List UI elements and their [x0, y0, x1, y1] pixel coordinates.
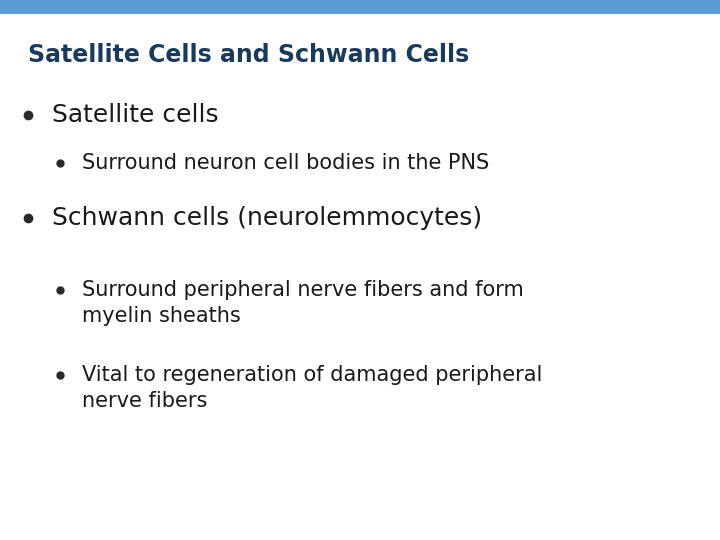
Text: Satellite cells: Satellite cells: [52, 103, 219, 127]
Text: Surround neuron cell bodies in the PNS: Surround neuron cell bodies in the PNS: [82, 153, 490, 173]
Text: myelin sheaths: myelin sheaths: [82, 306, 240, 326]
Bar: [0, 0, 720, 14]
Text: Satellite Cells and Schwann Cells: Satellite Cells and Schwann Cells: [28, 43, 469, 67]
Text: Vital to regeneration of damaged peripheral: Vital to regeneration of damaged periphe…: [82, 365, 542, 385]
Text: Schwann cells (neurolemmocytes): Schwann cells (neurolemmocytes): [52, 206, 482, 230]
Text: Surround peripheral nerve fibers and form: Surround peripheral nerve fibers and for…: [82, 280, 523, 300]
Text: nerve fibers: nerve fibers: [82, 391, 207, 411]
